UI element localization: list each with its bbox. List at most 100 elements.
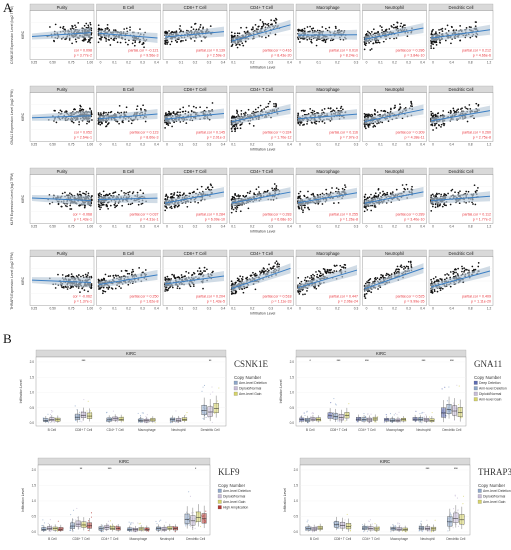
x-tick-label: 0.8 [468, 143, 473, 147]
scatter-point [171, 195, 174, 198]
scatter-point [434, 41, 436, 44]
scatter-point [385, 274, 387, 277]
scatter-point [105, 121, 107, 123]
scatter-point [259, 270, 261, 273]
scatter-point [106, 123, 109, 126]
scatter-point [382, 110, 385, 112]
facet-p-value: p = 1.26e-8 [340, 218, 358, 222]
scatter-point [434, 114, 437, 116]
facet-p-value: p = 2.06e-24 [338, 300, 358, 304]
scatter-point [245, 26, 248, 29]
scatter-point [164, 127, 166, 129]
x-tick-label: 0.2 [335, 61, 340, 65]
scatter-point [206, 268, 208, 271]
scatter-point [376, 122, 378, 125]
scatter-point [374, 192, 377, 195]
scatter-point [103, 36, 106, 39]
scatter-point [267, 24, 270, 27]
scatter-point [368, 31, 370, 34]
scatter-point [468, 104, 471, 106]
scatter-point [123, 28, 126, 30]
scatter-point [98, 279, 100, 282]
x-tick-label: 0.3 [269, 225, 274, 229]
facet-p-value: p = 4.66e-6 [473, 54, 491, 58]
scatter-point [200, 273, 203, 275]
scatter-point [64, 191, 66, 194]
scatter-point [390, 107, 392, 110]
scatter-point [167, 113, 170, 115]
scatter-point [376, 111, 379, 113]
scatter-point [180, 274, 183, 276]
scatter-point [193, 191, 195, 194]
scatter-point [166, 207, 168, 209]
x-tick-label: 0.1 [316, 307, 321, 311]
scatter-point [131, 273, 133, 276]
scatter-point [374, 125, 377, 128]
scatter-point [123, 111, 126, 114]
x-tick-label: 1.00 [87, 225, 93, 229]
scatter-point [98, 37, 101, 40]
scatter-point [109, 204, 112, 207]
scatter-point [164, 43, 167, 45]
scatter-point [207, 188, 210, 191]
facet-correlation: partial.cor = 0.416 [263, 49, 292, 53]
scatter-point [344, 267, 347, 269]
scatter-point [309, 277, 311, 279]
scatter-point [313, 121, 316, 124]
scatter-point [70, 273, 73, 275]
scatter-point [435, 44, 438, 46]
scatter-point [71, 120, 73, 123]
scatter-point [71, 27, 74, 29]
scatter-point [430, 45, 432, 47]
scatter-point [300, 280, 303, 283]
scatter-point [108, 39, 111, 41]
scatter-point [91, 195, 93, 197]
x-tick-label: 0.3 [269, 143, 274, 147]
fit-line [364, 27, 424, 40]
scatter-point [314, 29, 316, 32]
scatter-point [258, 25, 260, 28]
scatter-point [259, 104, 262, 107]
scatter-point [88, 39, 91, 42]
scatter-point [341, 266, 343, 268]
x-tick-label: 0.2 [250, 143, 255, 147]
scatter-point [396, 265, 399, 268]
scatter-point [176, 287, 179, 290]
scatter-point [327, 107, 330, 110]
scatter-point [170, 207, 173, 210]
scatter-point [323, 108, 326, 110]
scatter-point [173, 121, 175, 124]
scatter-point [275, 103, 278, 106]
scatter-point [235, 208, 238, 210]
scatter-point [333, 270, 336, 272]
scatter-point [324, 41, 327, 44]
scatter-point [83, 206, 86, 209]
x-tick-label: 0.4 [221, 225, 226, 229]
scatter-point [257, 186, 260, 188]
scatter-point [252, 26, 254, 29]
scatter-point [100, 28, 103, 31]
scatter-point [457, 108, 460, 111]
scatter-point [403, 187, 406, 190]
scatter-point [120, 111, 123, 114]
x-tick-label: 0.4 [221, 61, 226, 65]
scatter-point [318, 29, 321, 32]
scatter-point [176, 41, 178, 43]
scatter-point [441, 30, 444, 33]
scatter-point [474, 203, 477, 206]
scatter-point [182, 106, 185, 109]
scatter-point [106, 286, 108, 289]
scatter-point [323, 122, 326, 124]
scatter-point [319, 272, 322, 275]
scatter-point [82, 274, 84, 277]
scatter-point [117, 274, 119, 277]
x-tick-label: 0 [432, 143, 434, 147]
scatter-point [53, 39, 55, 42]
x-tick-label: 0.8 [468, 61, 473, 65]
x-tick-label: 0.4 [154, 307, 159, 311]
scatter-point [310, 276, 313, 279]
scatter-point [321, 39, 324, 42]
fit-line [430, 29, 491, 39]
